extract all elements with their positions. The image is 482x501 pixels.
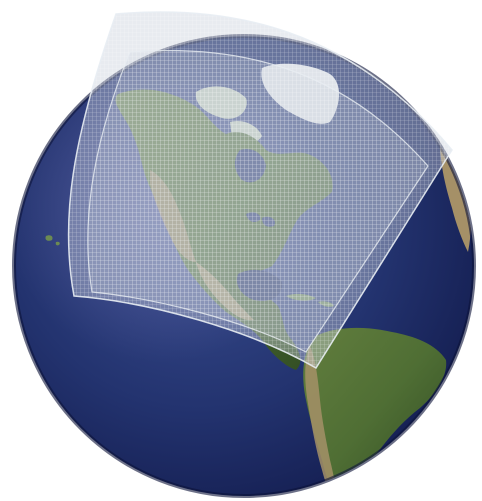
- pacific-islands: [45, 235, 60, 246]
- inner-grid-lines: [87, 50, 428, 353]
- south-america: [303, 327, 447, 496]
- outer-grid-border: [67, 11, 453, 370]
- east-limb-land: [440, 140, 471, 252]
- regional-grid: [67, 11, 453, 370]
- andes: [305, 346, 340, 496]
- inner-grid-border: [87, 49, 429, 353]
